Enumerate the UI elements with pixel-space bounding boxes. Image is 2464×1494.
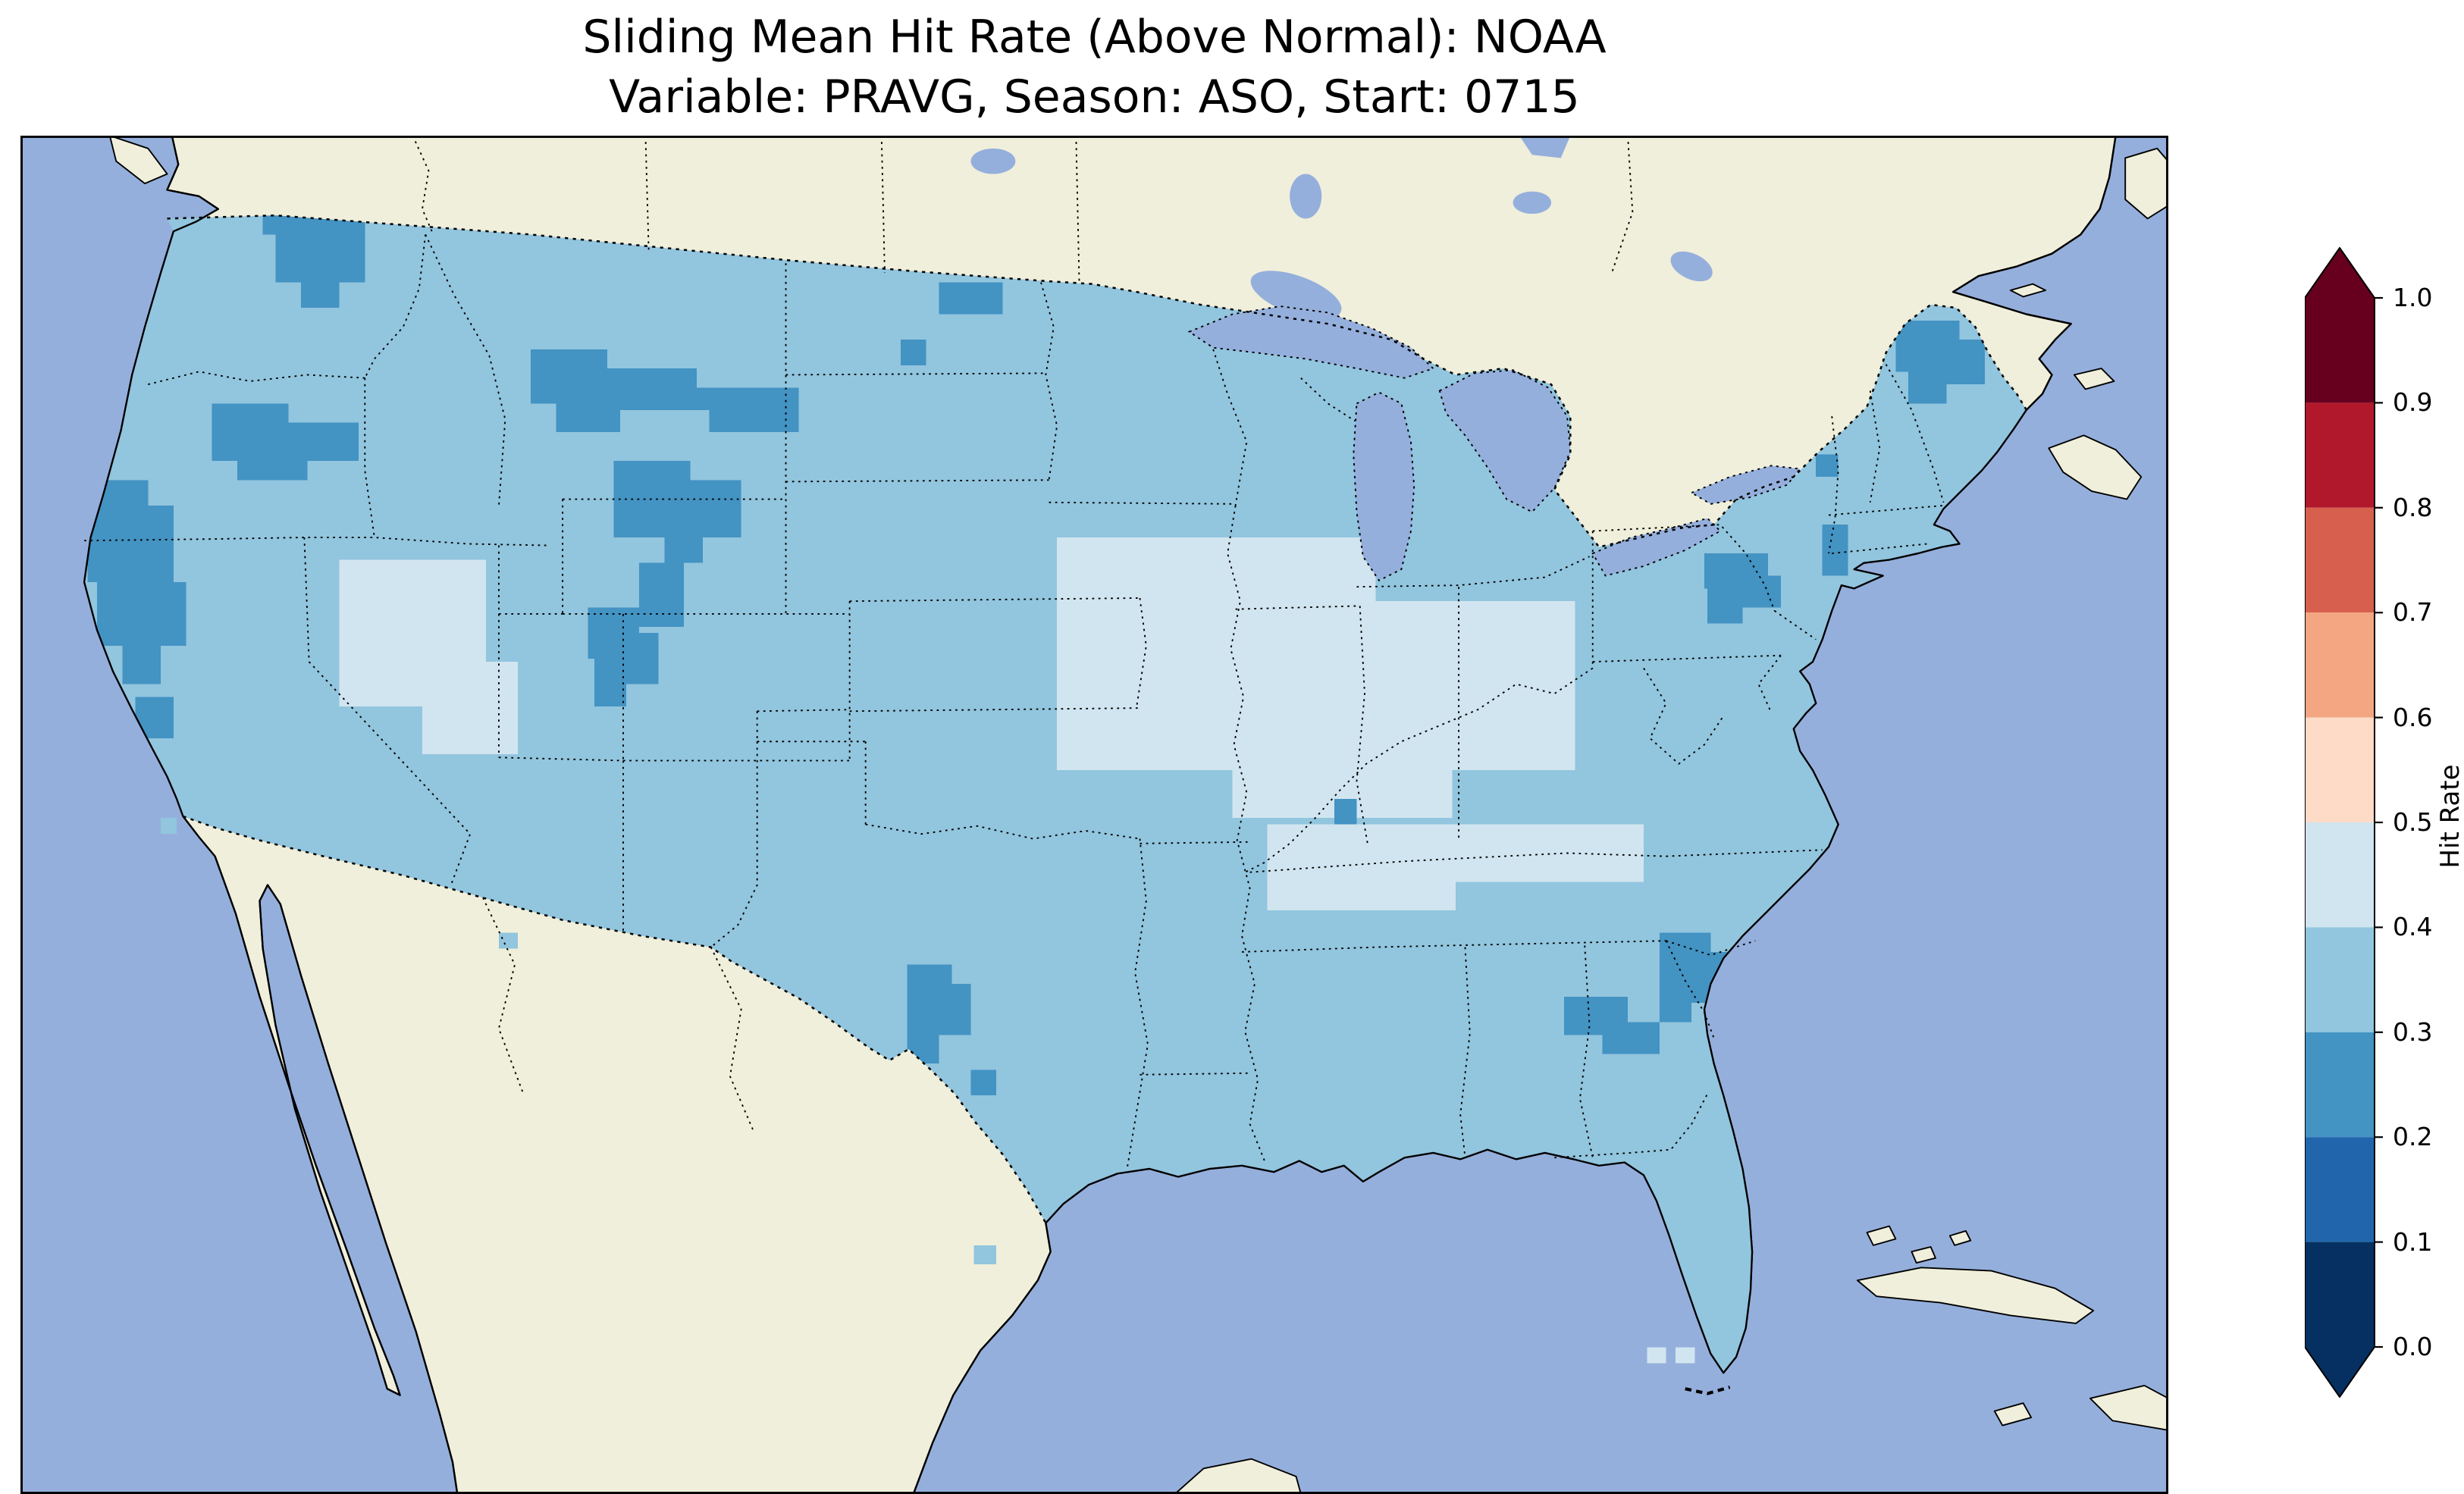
islands	[108, 136, 2168, 1494]
colorbar-bin	[2305, 1032, 2375, 1138]
colorbar-bin	[2305, 927, 2375, 1032]
colorbar-tick-label: 0.0	[2393, 1332, 2433, 1361]
hit-rate-patches-02-03	[87, 215, 1986, 1096]
colorbar-bin	[2305, 298, 2375, 403]
stray-cell	[973, 1245, 997, 1265]
us-hit-rate-base-layer	[84, 215, 2027, 1373]
pale-patch-midwest	[1057, 537, 1575, 819]
colorbar-extend-over-triangle	[2305, 248, 2375, 298]
hispaniola-island	[2089, 1385, 2168, 1431]
pale-patch-midsouth	[1267, 824, 1644, 911]
colorbar-tick-label: 0.8	[2393, 493, 2433, 522]
dark-patch-southern-illinois	[1334, 798, 1357, 825]
colorbar-tick-label: 0.6	[2393, 703, 2433, 732]
hit-rate-patches-04-05	[339, 537, 1644, 911]
lake-blob	[970, 148, 1016, 174]
colorbar	[2305, 247, 2383, 1398]
prince-edward-island	[2073, 368, 2115, 390]
dark-patch-blue-mountains	[212, 403, 359, 481]
colorbar-tick-label: 0.7	[2393, 597, 2433, 627]
colorbar-tick-label: 0.1	[2393, 1227, 2433, 1257]
lake-nipigon	[1290, 174, 1322, 219]
dark-patch-georgia	[1563, 996, 1660, 1054]
colorbar-bin	[2305, 402, 2375, 508]
dark-patch-wyoming-tail	[639, 562, 684, 627]
dark-patch-pennsylvania	[1704, 553, 1781, 624]
dark-patch-bay-area	[135, 697, 174, 739]
colorbar-tick-label: 0.9	[2393, 387, 2433, 417]
bahamas-island	[1911, 1246, 1936, 1264]
yucatan-peninsula	[1174, 1458, 1302, 1494]
jamaica-island	[1993, 1402, 2033, 1427]
dark-patch-montana-wyoming	[613, 461, 741, 563]
map-canvas	[20, 136, 2168, 1494]
plot-title: Sliding Mean Hit Rate (Above Normal): NO…	[20, 8, 2168, 127]
dark-patch-minnesota-small	[900, 340, 926, 365]
newfoundland-island	[2124, 147, 2168, 220]
dark-patch-northern-rockies	[531, 349, 799, 433]
vancouver-island	[108, 136, 168, 185]
colorbar-tick-label: 0.3	[2393, 1017, 2433, 1047]
florida-keys	[1685, 1386, 1731, 1395]
national-border-us-canada	[167, 214, 2027, 549]
lake-erie	[1591, 517, 1722, 577]
colorbar-bin	[2305, 1242, 2375, 1347]
stray-cell	[161, 818, 177, 835]
dark-patch-north-dakota	[939, 282, 1003, 315]
colorbar-bin	[2305, 1137, 2375, 1242]
plot-title-line2: Variable: PRAVG, Season: ASO, Start: 071…	[609, 70, 1580, 124]
plot-title-line1: Sliding Mean Hit Rate (Above Normal): NO…	[582, 11, 1607, 64]
dark-patch-north-california-coast	[87, 480, 187, 684]
colorbar-tick-marks	[2375, 296, 2383, 1348]
cuba-island	[1856, 1267, 2095, 1324]
colorbar-axis-label: Hit Rate	[2435, 764, 2464, 869]
stray-cell	[498, 932, 519, 949]
colorbar-tick-label: 0.4	[2393, 912, 2433, 941]
dark-patch-maine	[1895, 320, 1986, 404]
dark-patch-central-texas	[907, 964, 971, 1064]
great-lakes	[1187, 305, 1801, 582]
james-bay	[1519, 136, 1571, 158]
lake-blob	[1670, 251, 1713, 282]
pale-patch-great-basin	[339, 559, 519, 755]
dark-patch-texas-small	[970, 1070, 997, 1096]
map-axes	[20, 136, 2168, 1494]
canada-interior-lakes	[970, 136, 1866, 492]
stray-cell-pale	[1676, 1347, 1695, 1364]
bahamas-island	[1866, 1225, 1897, 1246]
map-frame	[20, 136, 2168, 1494]
colorbar-tick-label: 0.5	[2393, 807, 2433, 837]
colorbar-tick-label: 0.2	[2393, 1122, 2433, 1151]
dark-patch-washington-cascades	[262, 215, 365, 309]
colorbar-bin	[2305, 612, 2375, 718]
lake-blob	[1513, 191, 1552, 215]
lake-huron	[1438, 369, 1572, 513]
province-borders-canada-mexico	[412, 136, 1634, 1132]
colorbar-bin	[2305, 507, 2375, 613]
nova-scotia	[2048, 434, 2143, 500]
dark-patch-new-jersey	[1822, 525, 1848, 576]
bahamas-island	[1948, 1230, 1972, 1246]
colorbar-bin	[2305, 717, 2375, 822]
colorbar-tick-label: 1.0	[2393, 283, 2433, 312]
colorbar-bin	[2305, 822, 2375, 928]
anticosti-island	[2009, 283, 2047, 298]
lake-michigan	[1353, 391, 1415, 582]
stray-grid-cells	[161, 818, 1695, 1364]
coastline-overlay	[83, 136, 2117, 1494]
dark-patch-adirondacks-small	[1816, 454, 1839, 478]
dark-patch-utah-wasatch	[588, 607, 659, 706]
state-borders	[84, 233, 1945, 1170]
lake-superior	[1187, 305, 1435, 379]
stray-cell-pale	[1647, 1347, 1666, 1364]
colorbar-extend-under-triangle	[2305, 1347, 2375, 1397]
lake-blob	[1250, 271, 1342, 320]
